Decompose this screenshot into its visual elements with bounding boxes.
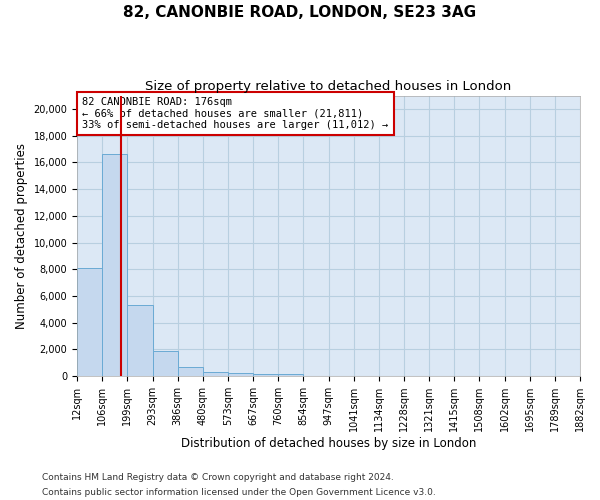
Bar [77,268,102,376]
Bar [127,306,152,376]
Bar [228,372,253,376]
Bar [253,374,278,376]
X-axis label: Distribution of detached houses by size in London: Distribution of detached houses by size … [181,437,476,450]
Bar [102,154,127,376]
Bar [203,372,228,376]
Text: Contains public sector information licensed under the Open Government Licence v3: Contains public sector information licen… [42,488,436,497]
Text: 82, CANONBIE ROAD, LONDON, SE23 3AG: 82, CANONBIE ROAD, LONDON, SE23 3AG [124,5,476,20]
Y-axis label: Number of detached properties: Number of detached properties [15,143,28,329]
Title: Size of property relative to detached houses in London: Size of property relative to detached ho… [145,80,512,93]
Bar [178,367,203,376]
Text: Contains HM Land Registry data © Crown copyright and database right 2024.: Contains HM Land Registry data © Crown c… [42,473,394,482]
Bar [278,374,304,376]
Bar [152,352,178,376]
Text: 82 CANONBIE ROAD: 176sqm
← 66% of detached houses are smaller (21,811)
33% of se: 82 CANONBIE ROAD: 176sqm ← 66% of detach… [82,97,388,130]
